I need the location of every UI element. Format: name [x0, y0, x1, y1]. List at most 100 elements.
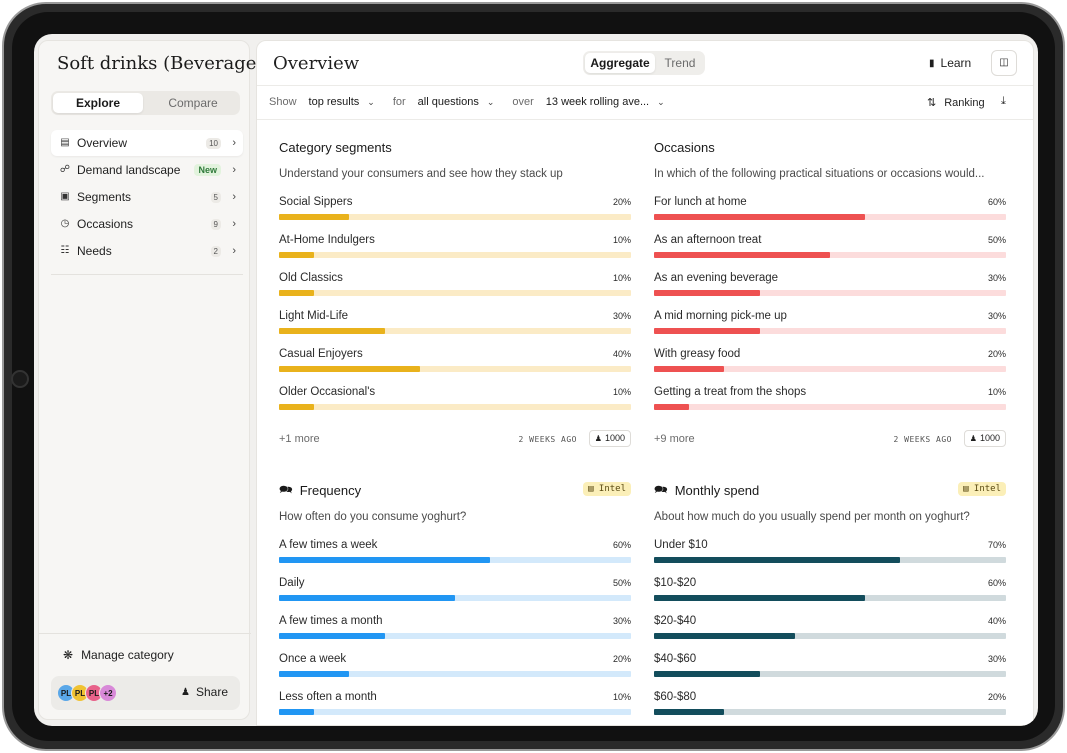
- updated-timestamp: 2 WEEKS AGO: [893, 435, 952, 444]
- bar-fill: [279, 214, 350, 220]
- bar-row[interactable]: $10-$20 60%: [654, 577, 1006, 615]
- tab-compare[interactable]: Compare: [168, 96, 218, 110]
- panel-toggle-button[interactable]: ◫: [991, 50, 1017, 76]
- download-icon[interactable]: ⤓: [1001, 95, 1006, 107]
- card-title[interactable]: Occasions: [654, 139, 1006, 155]
- ranking-label: Ranking: [944, 96, 985, 109]
- learn-button[interactable]: ▮ Learn: [929, 56, 971, 70]
- bar-row[interactable]: With greasy food 20%: [654, 348, 1006, 386]
- bar-track: [654, 709, 1006, 715]
- bar-track: [654, 595, 1006, 601]
- bar-label: $60-$80: [654, 691, 697, 703]
- bar-fill: [654, 595, 866, 601]
- bar-fill: [279, 366, 420, 372]
- bar-row[interactable]: As an evening beverage 30%: [654, 272, 1006, 310]
- chevron-right-icon: ›: [232, 218, 236, 230]
- bar-row[interactable]: At-Home Indulgers 10%: [279, 234, 631, 272]
- bar-row[interactable]: Getting a treat from the shops 10%: [654, 386, 1006, 424]
- show-select[interactable]: top results: [308, 96, 360, 108]
- sidebar-item-label: Needs: [77, 244, 112, 258]
- table-icon: ▤: [60, 137, 70, 148]
- bar-value: 50%: [612, 578, 631, 588]
- bar-value: 10%: [987, 387, 1006, 397]
- bar-label: $10-$20: [654, 577, 697, 589]
- bar-track: [654, 671, 1006, 677]
- sidebar-item-overview[interactable]: ▤ Overview 10 ›: [51, 130, 243, 156]
- card-footer: +1 more 2 WEEKS AGO ♟ 1000: [279, 430, 631, 448]
- bar-value: 10%: [612, 273, 631, 283]
- explore-compare-toggle: Explore Compare: [51, 91, 240, 115]
- card-title-text: Category segments: [279, 139, 392, 155]
- ranking-button[interactable]: ⇅ Ranking: [927, 96, 985, 110]
- bar-track: [279, 328, 631, 334]
- manage-category-button[interactable]: ❋ Manage category: [63, 648, 174, 662]
- card-subtitle: How often do you consume yoghurt?: [279, 511, 467, 523]
- camera-dot: [11, 370, 29, 388]
- sidebar-item-occasions[interactable]: ◷ Occasions 9 ›: [51, 211, 243, 237]
- bar-label: Under $10: [654, 539, 708, 551]
- bar-row[interactable]: Under $10 70%: [654, 539, 1006, 577]
- bar-row[interactable]: $40-$60 30%: [654, 653, 1006, 691]
- sidebar-item-segments[interactable]: ▣ Segments 5 ›: [51, 184, 243, 210]
- bar-track: [279, 633, 631, 639]
- avatar-overflow[interactable]: +2: [99, 684, 117, 702]
- bar-label: For lunch at home: [654, 196, 747, 208]
- bar-value: 10%: [612, 692, 631, 702]
- count-badge: 2: [210, 245, 221, 257]
- question-icon: 🗪: [654, 483, 668, 496]
- bar-fill: [279, 709, 315, 715]
- bar-fill: [654, 633, 795, 639]
- card-title[interactable]: 🗪 Monthly spend: [654, 482, 1006, 498]
- bar-row[interactable]: A mid morning pick-me up 30%: [654, 310, 1006, 348]
- tab-aggregate[interactable]: Aggregate: [585, 53, 655, 73]
- card-subtitle: About how much do you usually spend per …: [654, 511, 970, 523]
- bar-row[interactable]: Casual Enjoyers 40%: [279, 348, 631, 386]
- bar-row[interactable]: Less often a month 10%: [279, 691, 631, 726]
- card-title[interactable]: Category segments: [279, 139, 631, 155]
- sidebar-item-needs[interactable]: ☷ Needs 2 ›: [51, 238, 243, 264]
- for-select[interactable]: all questions: [417, 96, 479, 108]
- chevron-down-icon[interactable]: ⌄: [367, 96, 375, 107]
- intel-badge: ▤ Intel: [958, 482, 1006, 496]
- bar-row[interactable]: Daily 50%: [279, 577, 631, 615]
- more-link[interactable]: +1 more: [279, 433, 320, 445]
- bar-row[interactable]: A few times a week 60%: [279, 539, 631, 577]
- app-screen: Soft drinks (Beverage... Explore Compare…: [34, 34, 1038, 726]
- filter-bar: Show top results ⌄ for all questions ⌄ o…: [269, 96, 683, 108]
- bar-list: A few times a week 60% Daily 50% A few times…: [279, 539, 631, 726]
- bar-label: Social Sippers: [279, 196, 353, 208]
- count-badge: 9: [210, 218, 221, 230]
- card-frequency: 🗪 Frequency ▤ Intel How often do you consum…: [279, 482, 631, 726]
- card-title[interactable]: 🗪 Frequency: [279, 482, 631, 498]
- bar-row[interactable]: A few times a month 30%: [279, 615, 631, 653]
- bar-row[interactable]: Once a week 20%: [279, 653, 631, 691]
- bar-fill: [654, 366, 725, 372]
- bar-row[interactable]: $60-$80 20%: [654, 691, 1006, 726]
- sidebar-item-label: Occasions: [77, 217, 134, 231]
- bar-row[interactable]: Older Occasional's 10%: [279, 386, 631, 424]
- bar-track: [279, 671, 631, 677]
- chevron-down-icon[interactable]: ⌄: [657, 96, 665, 107]
- divider: [51, 274, 243, 275]
- more-link[interactable]: +9 more: [654, 433, 695, 445]
- over-select[interactable]: 13 week rolling ave...: [545, 96, 650, 108]
- bar-row[interactable]: For lunch at home 60%: [654, 196, 1006, 234]
- share-button[interactable]: ♟ Share: [181, 685, 228, 699]
- bar-row[interactable]: Old Classics 10%: [279, 272, 631, 310]
- card-subtitle: Understand your consumers and see how th…: [279, 168, 563, 180]
- tab-explore[interactable]: Explore: [53, 93, 143, 113]
- bar-label: Older Occasional's: [279, 386, 376, 398]
- bar-value: 70%: [987, 540, 1006, 550]
- sidebar-item-label: Segments: [77, 190, 132, 204]
- sidebar: Soft drinks (Beverage... Explore Compare…: [38, 40, 274, 720]
- tab-trend[interactable]: Trend: [664, 56, 696, 70]
- bar-fill: [654, 709, 725, 715]
- bar-row[interactable]: Social Sippers 20%: [279, 196, 631, 234]
- bar-row[interactable]: As an afternoon treat 50%: [654, 234, 1006, 272]
- chevron-down-icon[interactable]: ⌄: [486, 96, 495, 107]
- bar-row[interactable]: $20-$40 40%: [654, 615, 1006, 653]
- bar-value: 30%: [987, 654, 1006, 664]
- bar-row[interactable]: Light Mid-Life 30%: [279, 310, 631, 348]
- sidebar-item-demand-landscape[interactable]: ☍ Demand landscape New ›: [51, 157, 243, 183]
